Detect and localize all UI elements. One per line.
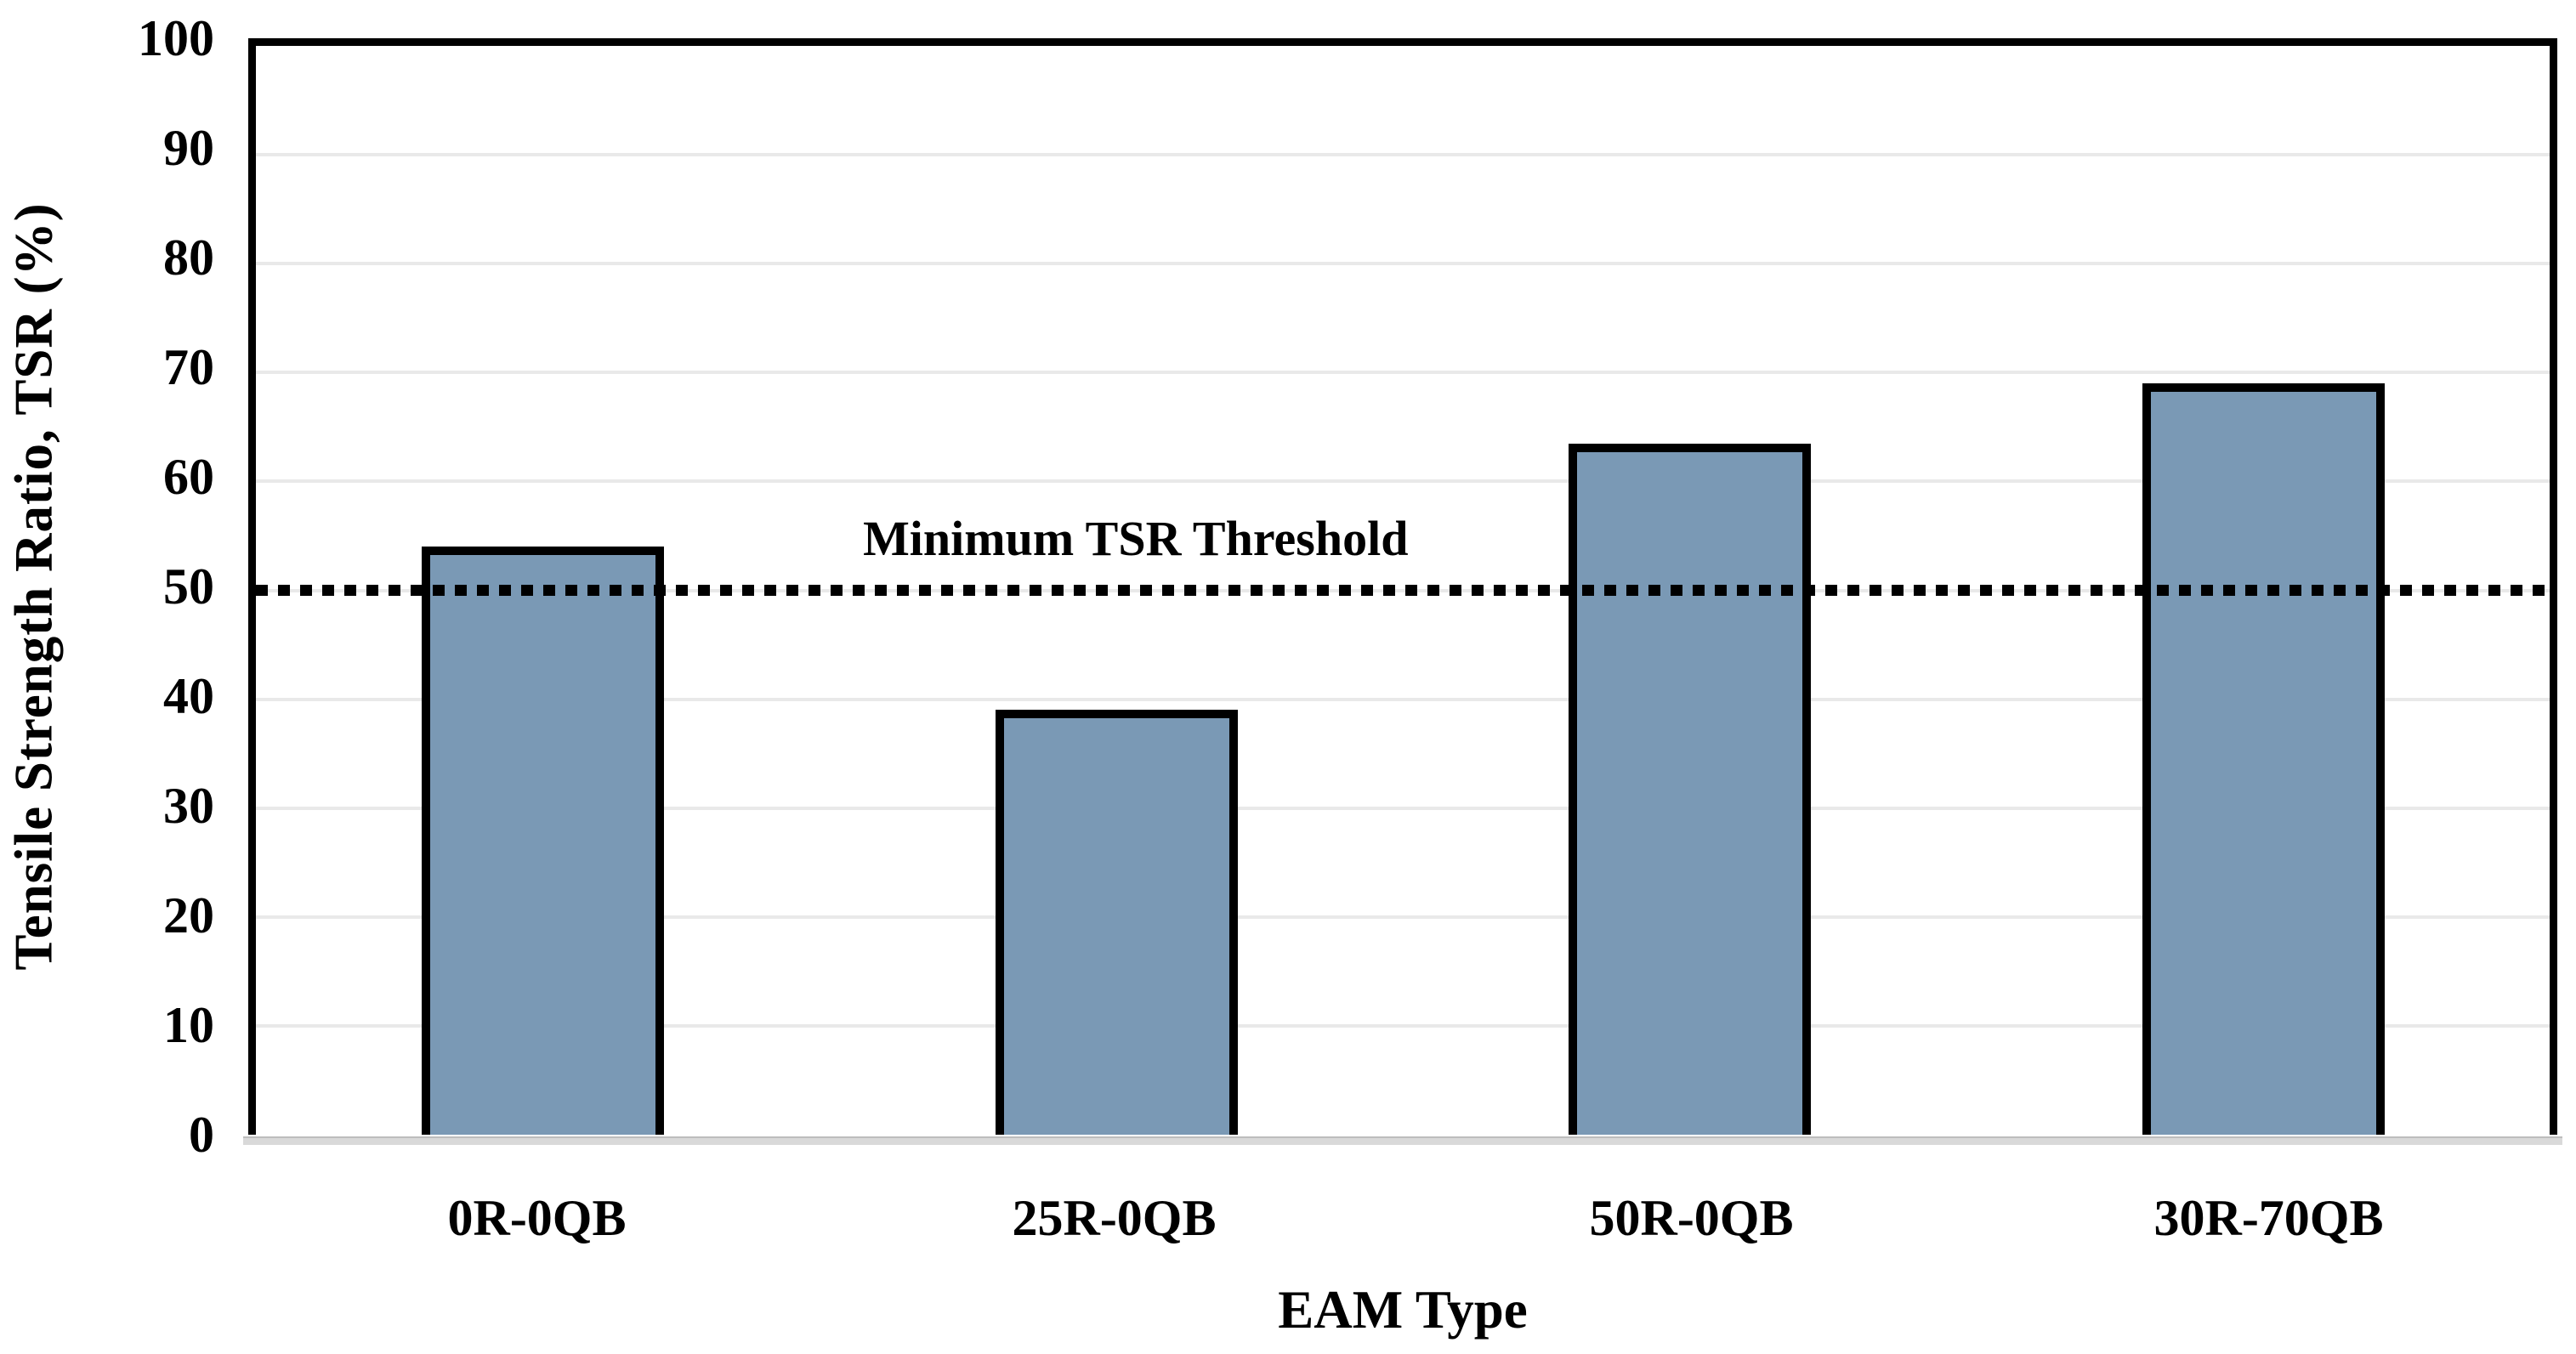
gridline <box>256 262 2550 266</box>
bar-0R-0QB <box>422 547 665 1135</box>
bar-50R-0QB <box>1569 443 1812 1135</box>
x-tick-label: 0R-0QB <box>447 1190 627 1246</box>
gridline <box>256 806 2550 810</box>
gridline <box>256 1023 2550 1028</box>
y-axis-tick-labels: 0 10 20 30 40 50 60 70 80 90 100 <box>0 10 214 1163</box>
x-axis-tick-labels: 0R-0QB 25R-0QB 50R-0QB 30R-70QB <box>248 1188 2557 1256</box>
y-tick-label: 60 <box>163 449 214 505</box>
gridline <box>256 153 2550 157</box>
y-tick-label: 90 <box>163 120 214 176</box>
plot-area: Minimum TSR Threshold <box>248 38 2557 1135</box>
x-axis-line <box>243 1136 2562 1145</box>
threshold-line <box>256 584 2550 596</box>
gridline <box>256 371 2550 375</box>
y-tick-label: 10 <box>163 997 214 1053</box>
gridline <box>256 479 2550 484</box>
x-axis-title: EAM Type <box>1278 1280 1528 1340</box>
y-tick-label: 50 <box>163 558 214 615</box>
x-tick-label: 50R-0QB <box>1589 1190 1794 1246</box>
y-tick-label: 20 <box>163 887 214 943</box>
y-tick-label: 40 <box>163 668 214 724</box>
bar-30R-70QB <box>2142 383 2385 1135</box>
bar-25R-0QB <box>995 710 1238 1135</box>
gridline <box>256 915 2550 919</box>
gridline <box>256 697 2550 701</box>
y-tick-label: 70 <box>163 339 214 395</box>
y-tick-label: 30 <box>163 778 214 834</box>
y-tick-label: 100 <box>138 10 214 66</box>
y-tick-label: 0 <box>189 1107 214 1163</box>
x-tick-label: 25R-0QB <box>1012 1190 1217 1246</box>
threshold-label: Minimum TSR Threshold <box>863 510 1409 566</box>
y-tick-label: 80 <box>163 229 214 286</box>
x-tick-label: 30R-70QB <box>2153 1190 2384 1246</box>
